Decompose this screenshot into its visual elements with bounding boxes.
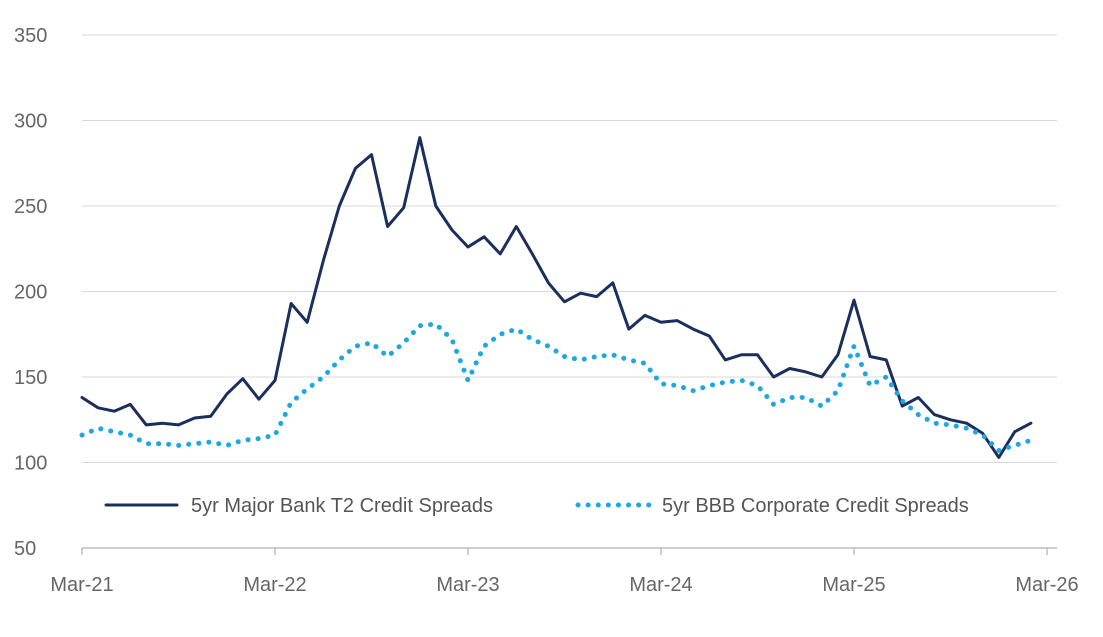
x-tick-label: Mar-23 bbox=[436, 574, 499, 596]
legend-label-1: 5yr Major Bank T2 Credit Spreads bbox=[191, 495, 493, 517]
series-line-1 bbox=[80, 136, 1033, 459]
x-tick-label: Mar-25 bbox=[822, 574, 885, 596]
y-tick-label: 150 bbox=[14, 367, 47, 389]
x-tick-label: Mar-22 bbox=[243, 574, 306, 596]
legend: 5yr Major Bank T2 Credit Spreads 5yr BBB … bbox=[104, 495, 969, 517]
legend-label-2: 5yr BBB Corporate Credit Spreads bbox=[662, 495, 969, 517]
x-tick-label: Mar-26 bbox=[1015, 574, 1078, 596]
y-tick-label: 300 bbox=[14, 111, 47, 133]
y-tick-label: 350 bbox=[14, 25, 47, 47]
gridlines bbox=[82, 34, 1057, 463]
x-axis-ticks: Mar-21 Mar-22 Mar-23 Mar-24 Mar-25 Mar-26 bbox=[50, 548, 1079, 596]
x-tick-label: Mar-21 bbox=[50, 574, 113, 596]
series-line-2 bbox=[79, 321, 1034, 453]
y-tick-label: 100 bbox=[14, 453, 47, 475]
y-axis-tick-labels: 50 100 150 200 250 300 350 bbox=[14, 25, 47, 560]
y-tick-label: 50 bbox=[14, 538, 36, 560]
series-lines bbox=[79, 136, 1034, 459]
y-tick-label: 250 bbox=[14, 196, 47, 218]
y-tick-label: 200 bbox=[14, 282, 47, 304]
x-tick-label: Mar-24 bbox=[629, 574, 692, 596]
